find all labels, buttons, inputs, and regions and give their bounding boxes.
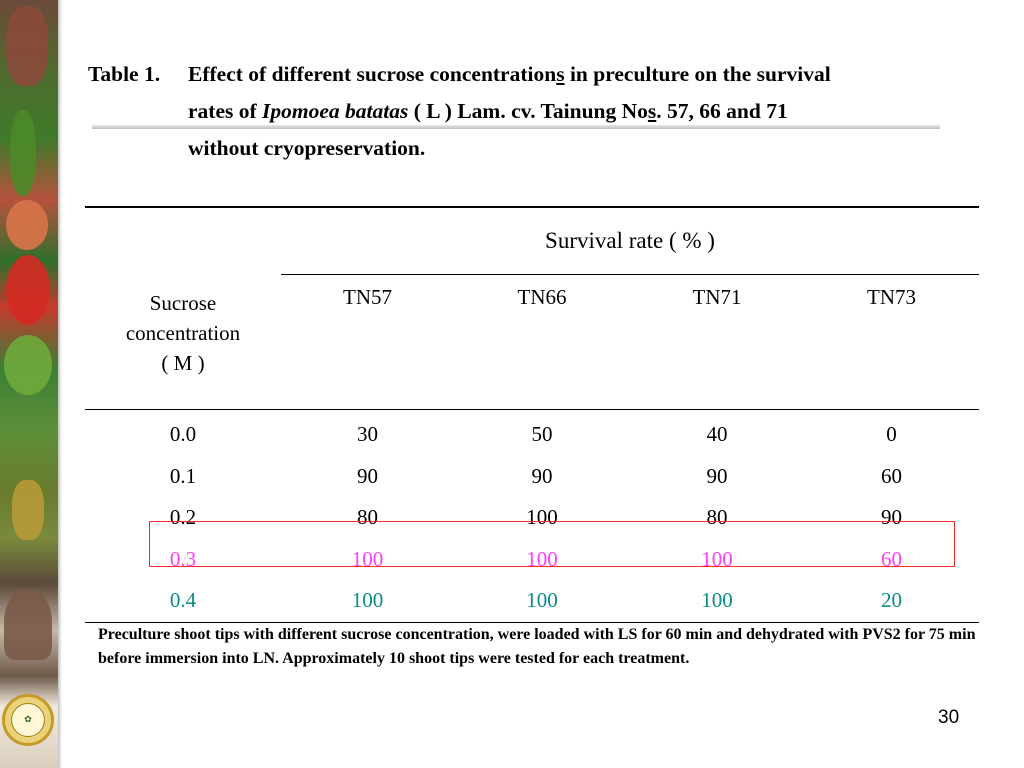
species-name: Ipomoea batatas: [262, 99, 409, 123]
cell-value: 20: [881, 588, 902, 613]
table-row: 0.0 30 50 40 0: [85, 409, 979, 456]
pineapple-photo: [12, 480, 44, 540]
table-row-highlighted: 0.3 100 100 100 60: [85, 539, 979, 581]
cell-concentration: 0.2: [169, 505, 197, 530]
cell-value: 100: [351, 588, 384, 613]
cell-value: 80: [357, 505, 378, 530]
anthurium-photo: [4, 335, 52, 395]
cell-value: 100: [701, 588, 733, 613]
column-header-tn57: TN57: [281, 274, 454, 410]
red-flower-photo: [6, 255, 50, 325]
strip-shadow: [58, 0, 62, 768]
caption-label: Table 1.: [88, 62, 161, 86]
cell-concentration: 0.1: [169, 463, 197, 488]
column-header-tn66: TN66: [454, 274, 630, 410]
table-row: 0.2 80 100 80 90: [85, 497, 979, 539]
leaf-emblem-icon: ✿: [11, 703, 45, 737]
cell-value: 90: [881, 505, 902, 530]
caption-line-2: rates of Ipomoea batatas ( L ) Lam. cv. …: [188, 99, 788, 123]
table-footnote: Preculture shoot tips with different suc…: [98, 626, 976, 667]
table-row: 0.1 90 90 90 60: [85, 456, 979, 498]
cell-value: 80: [706, 505, 728, 530]
decorative-side-strip: ✿: [0, 0, 58, 768]
cell-concentration: 0.0: [169, 422, 197, 447]
title-divider: [92, 125, 940, 129]
cell-value: 90: [706, 463, 728, 488]
cell-value: 40: [706, 422, 728, 447]
cell-value: 30: [357, 422, 378, 447]
cell-value: 100: [526, 505, 558, 530]
cell-concentration: 0.4: [169, 588, 197, 613]
cell-concentration: 0.3: [169, 546, 197, 571]
cell-value: 90: [357, 463, 378, 488]
caption-line-3: without cryopreservation.: [188, 136, 426, 160]
institute-logo: ✿: [2, 694, 54, 746]
table-caption: Table 1. Effect of different sucrose con…: [88, 56, 986, 167]
sweet-potato-photo: [6, 6, 48, 86]
column-header-tn73: TN73: [804, 274, 979, 410]
cell-value: 60: [881, 463, 902, 488]
cell-value: 0: [886, 422, 897, 447]
cell-value: 100: [351, 546, 384, 571]
group-header-survival-rate: Survival rate ( % ): [545, 228, 715, 253]
page-number: 30: [938, 707, 960, 728]
cucumber-photo: [10, 110, 36, 196]
cell-value: 50: [531, 422, 553, 447]
row-header-concentration: Sucrose concentration ( M ): [125, 290, 241, 375]
column-header-tn71: TN71: [630, 274, 804, 410]
table-row: 0.4 100 100 100 20: [85, 580, 979, 622]
caption-line-1: Effect of different sucrose concentratio…: [188, 62, 831, 86]
survival-rate-table: Sucrose concentration ( M ) Survival rat…: [85, 206, 979, 623]
cell-value: 90: [531, 463, 553, 488]
peach-photo: [6, 200, 48, 250]
cell-value: 60: [881, 546, 902, 571]
cell-value: 100: [701, 546, 733, 571]
mushroom-photo: [4, 590, 52, 660]
cell-value: 100: [526, 546, 558, 571]
cell-value: 100: [526, 588, 558, 613]
